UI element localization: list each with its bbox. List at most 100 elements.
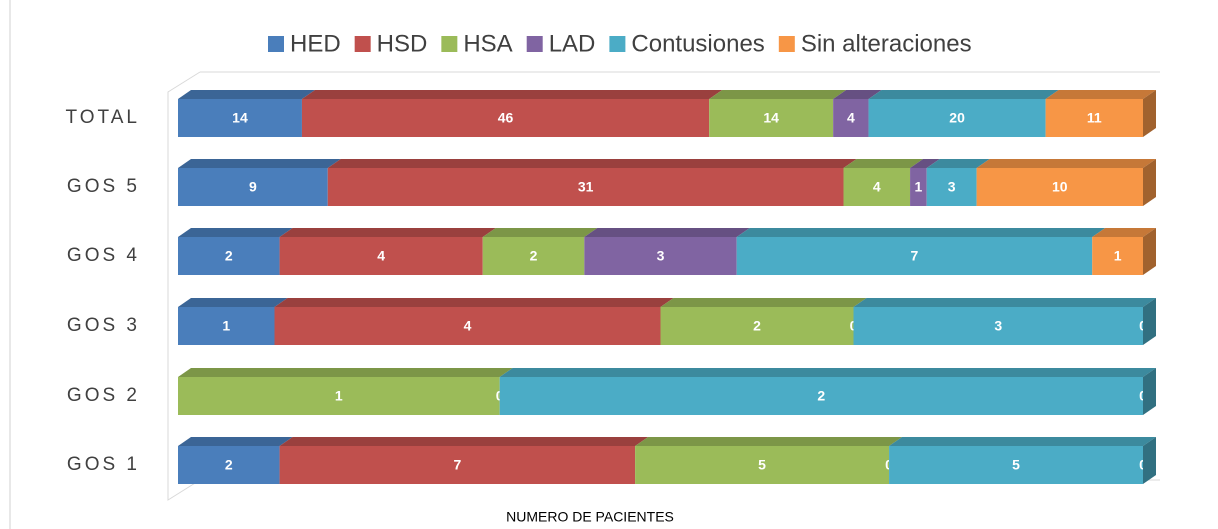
data-label: 14 — [232, 110, 248, 126]
legend-swatch — [441, 36, 458, 52]
bar-top-face — [889, 437, 1156, 446]
bar-top-face — [926, 159, 990, 168]
bar-segment — [868, 99, 1046, 137]
bar-top-face — [301, 90, 723, 99]
legend-label: HSA — [463, 30, 512, 57]
bar-top-face — [178, 228, 293, 237]
data-label: 4 — [873, 179, 881, 195]
bar-top-face — [635, 437, 903, 446]
x-axis-title: NUMERO DE PACIENTES — [506, 509, 674, 525]
legend-swatch — [609, 36, 626, 52]
bar-top-face — [833, 90, 882, 99]
bar-segment — [976, 168, 1143, 206]
data-label: 5 — [1012, 457, 1020, 473]
bar-top-face — [499, 368, 1157, 377]
legend-swatch — [268, 36, 284, 52]
bar-segment — [178, 377, 500, 415]
data-label: 46 — [498, 110, 514, 126]
legend-swatch — [778, 36, 795, 52]
bar-top-face — [584, 228, 750, 237]
bar-segment — [178, 307, 275, 345]
bar-top-face — [1092, 228, 1156, 237]
data-label: 10 — [1052, 179, 1068, 195]
bar-top-face — [178, 298, 288, 307]
legend-swatch — [526, 36, 543, 52]
data-label: 2 — [817, 388, 825, 404]
bar-segment — [499, 377, 1144, 415]
data-label: 2 — [225, 248, 233, 264]
data-label: 5 — [758, 457, 766, 473]
data-label: 20 — [949, 110, 965, 126]
bar-segment — [635, 446, 890, 484]
legend-label: LAD — [549, 30, 596, 57]
bar-side-face — [1143, 298, 1156, 345]
bar-segment — [910, 168, 927, 206]
data-label: 2 — [225, 457, 233, 473]
bar-segment — [833, 99, 869, 137]
bar-segment — [327, 168, 844, 206]
y-tick-label: GOS 5 — [67, 176, 140, 197]
data-label: 14 — [763, 110, 779, 126]
legend-label: HED — [290, 30, 341, 57]
bar-top-face — [178, 437, 293, 446]
bar-segment — [279, 237, 483, 275]
data-label: 2 — [753, 318, 761, 334]
bar-segment — [178, 99, 302, 137]
y-tick-label: GOS 3 — [67, 315, 140, 336]
y-tick-label: GOS 2 — [67, 385, 140, 406]
bar-segment — [178, 446, 280, 484]
bar-top-face — [482, 228, 598, 237]
data-label: 31 — [578, 179, 594, 195]
data-label: 1 — [1114, 248, 1122, 264]
bar-top-face — [976, 159, 1156, 168]
bar-top-face — [178, 90, 315, 99]
bar-top-face — [660, 298, 867, 307]
legend-label: HSD — [377, 30, 428, 57]
bar-top-face — [274, 298, 674, 307]
data-label: 3 — [994, 318, 1002, 334]
bar-segment — [584, 237, 737, 275]
bar-segment — [1092, 237, 1143, 275]
bar-top-face — [910, 159, 940, 168]
bar-segment — [709, 99, 834, 137]
bar-segment — [178, 237, 280, 275]
chart-border — [9, 0, 11, 529]
bar-segment — [1045, 99, 1143, 137]
y-tick-label: TOTAL — [66, 107, 140, 128]
data-label: 11 — [1087, 110, 1102, 126]
data-label: 1 — [335, 388, 343, 404]
legend-label: Contusiones — [631, 30, 764, 57]
data-label: 7 — [911, 248, 919, 264]
bar-top-face — [736, 228, 1106, 237]
bar-segment — [482, 237, 585, 275]
bar-segment — [926, 168, 977, 206]
y-tick-label: GOS 4 — [67, 245, 140, 266]
bar-segment — [301, 99, 710, 137]
legend-swatch — [354, 36, 371, 52]
bar-side-face — [1143, 437, 1156, 484]
bar-segment — [660, 307, 854, 345]
data-label: 4 — [464, 318, 472, 334]
bar-top-face — [853, 298, 1156, 307]
bar-top-face — [279, 437, 649, 446]
bar-segment — [736, 237, 1093, 275]
bar-top-face — [868, 90, 1059, 99]
bar-segment — [853, 307, 1143, 345]
bar-segment — [843, 168, 911, 206]
data-label: 4 — [377, 248, 385, 264]
data-label: 2 — [530, 248, 538, 264]
bar-top-face — [327, 159, 857, 168]
bar-top-face — [279, 228, 496, 237]
y-tick-label: GOS 1 — [67, 454, 140, 475]
bar-side-face — [1143, 228, 1156, 275]
data-label: 7 — [453, 457, 461, 473]
bar-top-face — [1045, 90, 1156, 99]
bar-side-face — [1143, 90, 1156, 137]
bar-segment — [178, 168, 328, 206]
bar-top-face — [178, 159, 341, 168]
bar-segment — [889, 446, 1143, 484]
bar-top-face — [178, 368, 513, 377]
data-label: 1 — [914, 179, 922, 195]
bar-side-face — [1143, 368, 1156, 415]
data-label: 4 — [847, 110, 855, 126]
